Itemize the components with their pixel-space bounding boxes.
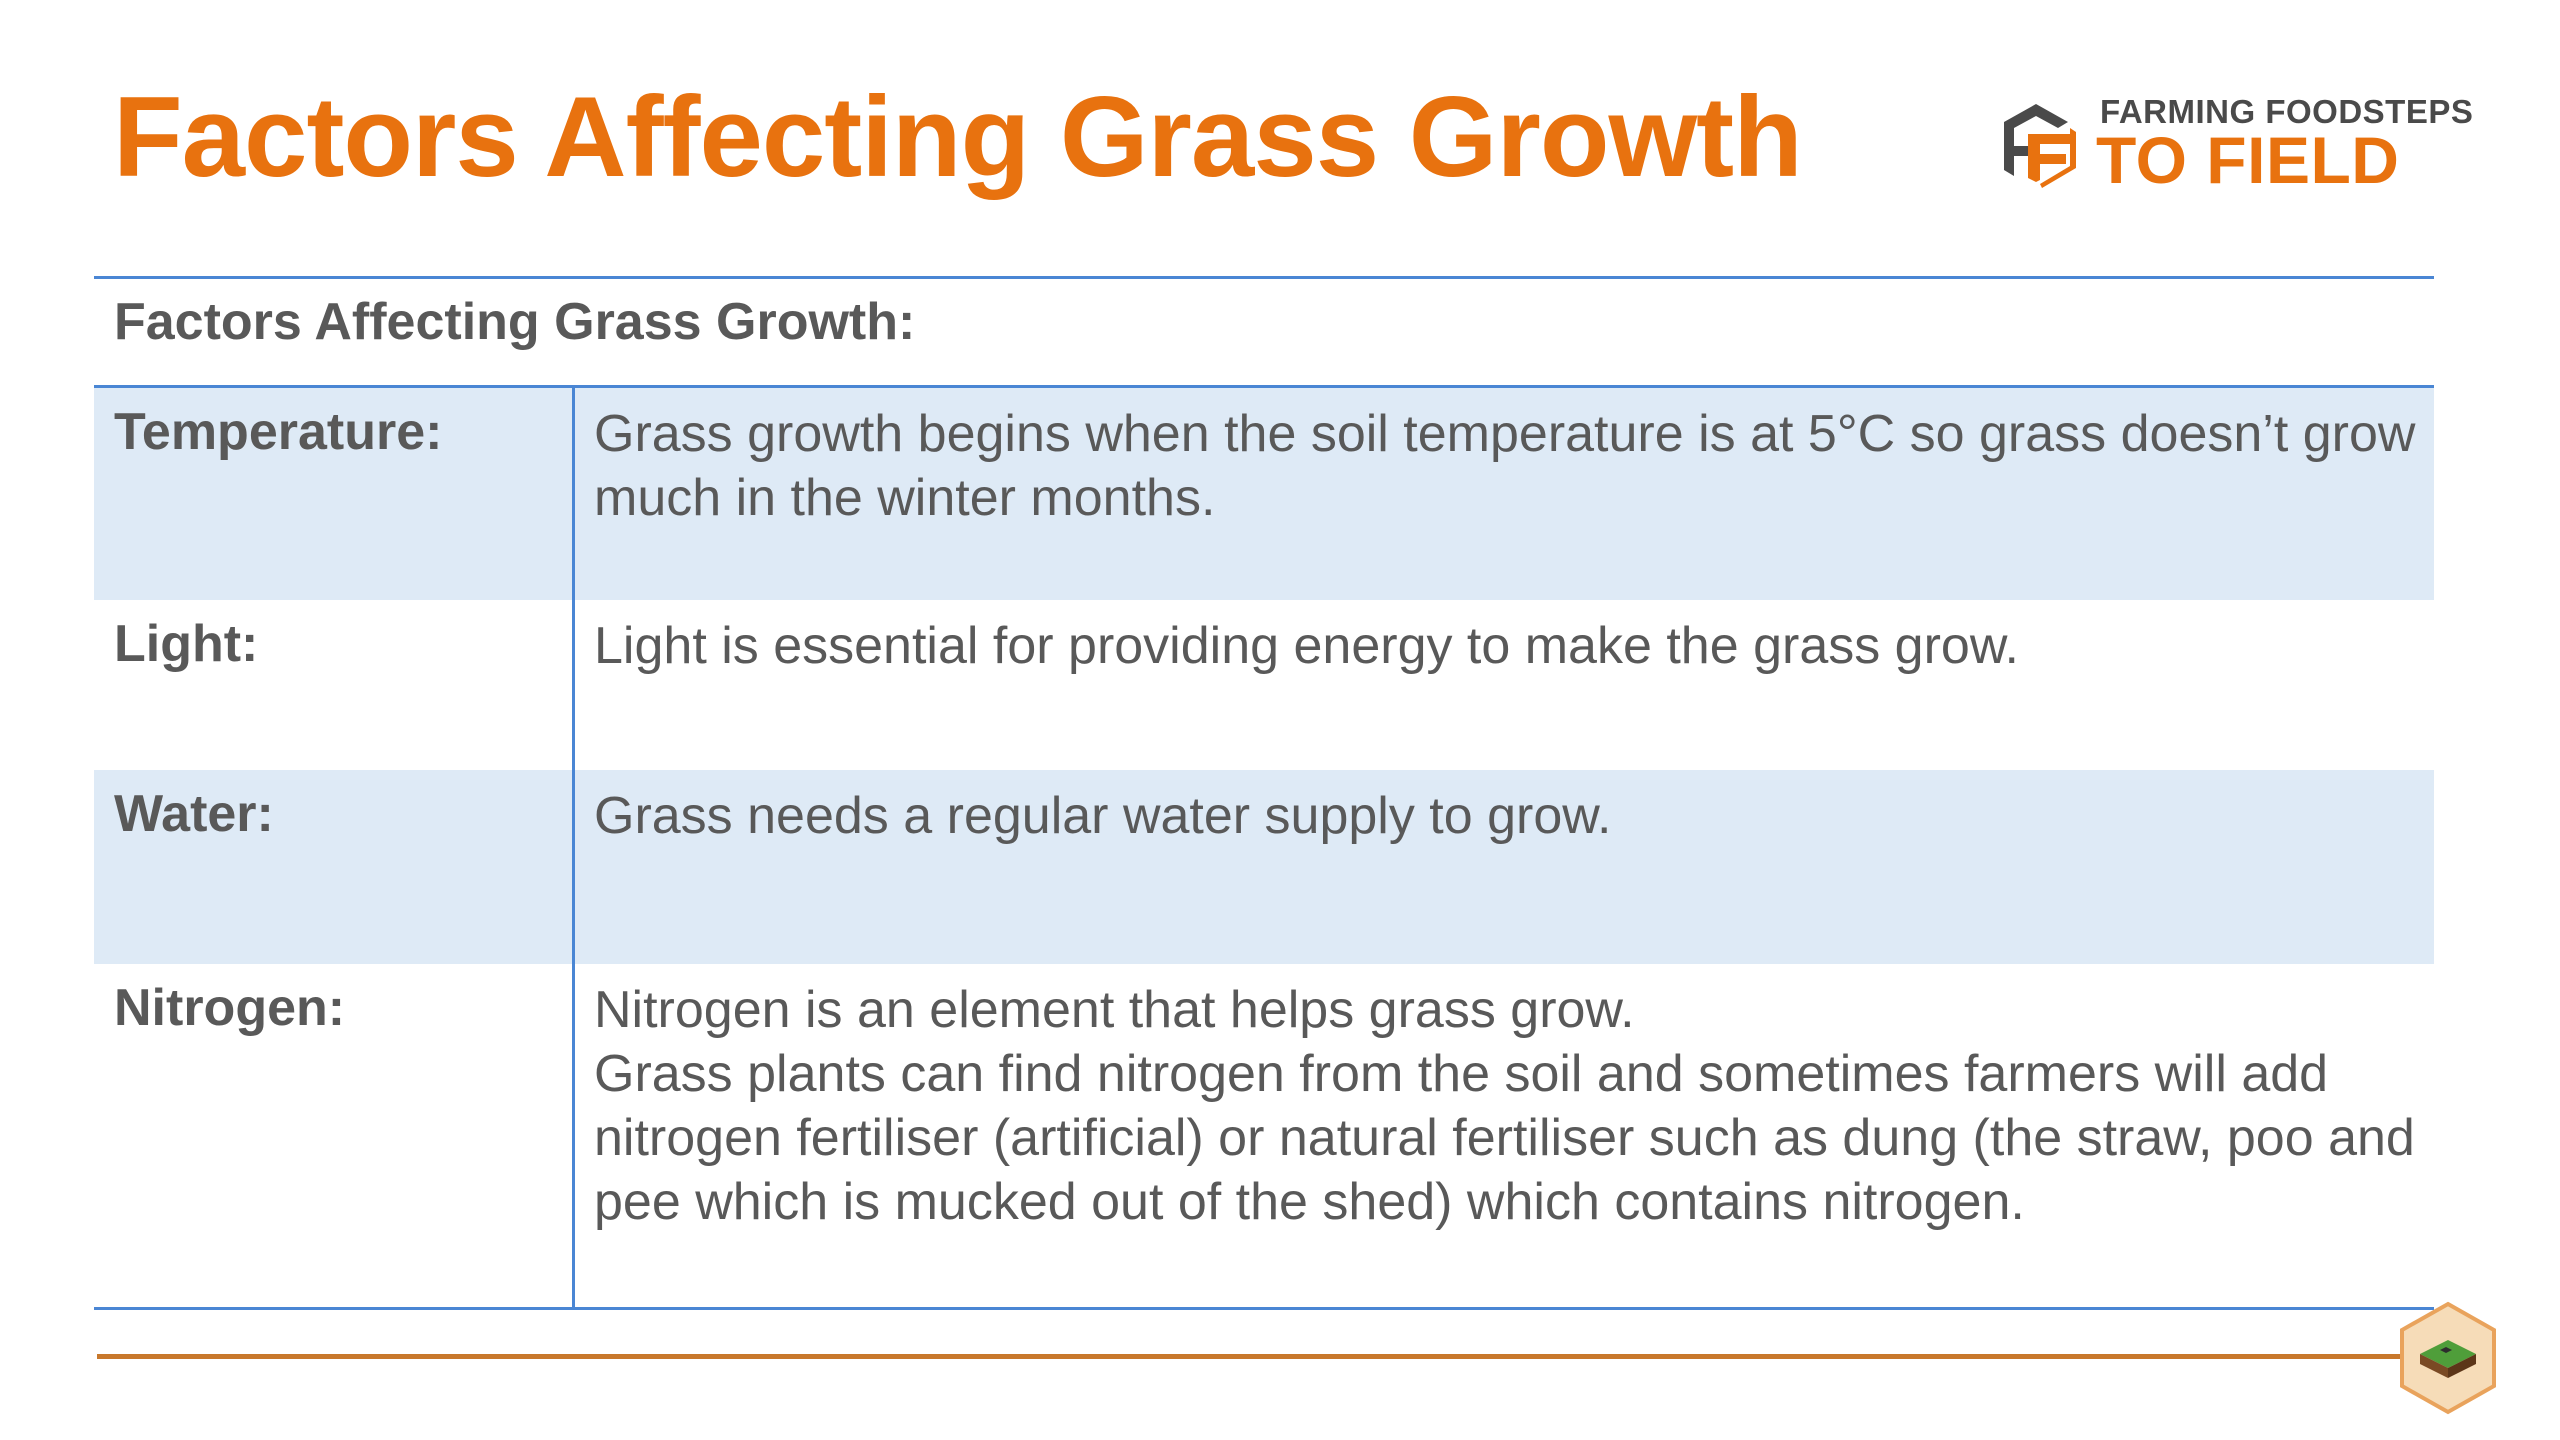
row-label-temperature: Temperature: (114, 403, 443, 461)
row-description-light: Light is essential for providing energy … (594, 614, 2424, 678)
table-header-rule (94, 385, 2434, 388)
description-text: Grass growth begins when the soil temper… (594, 405, 2416, 527)
table-row-light: Light: Light is essential for providing … (94, 600, 2434, 770)
row-description-water: Grass needs a regular water supply to gr… (594, 784, 2424, 848)
ff-logo-icon (2004, 104, 2076, 188)
row-description-temperature: Grass growth begins when the soil temper… (594, 402, 2424, 530)
column-divider (572, 386, 575, 1310)
field-hexagon-icon (2400, 1301, 2496, 1415)
table-bottom-rule (94, 1307, 2434, 1310)
table-row-temperature: Temperature: Grass growth begins when th… (94, 388, 2434, 600)
row-label-nitrogen: Nitrogen: (114, 979, 346, 1037)
table-row-nitrogen: Nitrogen: Nitrogen is an element that he… (94, 964, 2434, 1307)
description-text: Grass needs a regular water supply to gr… (594, 787, 1612, 845)
footer-line (97, 1354, 2427, 1359)
row-description-nitrogen: Nitrogen is an element that helps grass … (594, 978, 2424, 1234)
description-text: Nitrogen is an element that helps grass … (594, 981, 1635, 1039)
row-label-water: Water: (114, 785, 274, 843)
table-header: Factors Affecting Grass Growth: (114, 293, 916, 351)
logo-line2: TO FIELD (2096, 123, 2400, 197)
table-row-water: Water: Grass needs a regular water suppl… (94, 770, 2434, 964)
description-text: Light is essential for providing energy … (594, 617, 2019, 675)
row-label-light: Light: (114, 615, 259, 673)
description-text: Grass plants can find nitrogen from the … (594, 1045, 2415, 1231)
slide-title: Factors Affecting Grass Growth (113, 74, 1803, 201)
brand-logo: FARMING FOODSTEPS TO FIELD (1990, 88, 2473, 198)
logo-line1: FARMING FOODSTEPS (2100, 93, 2474, 130)
factors-table: Factors Affecting Grass Growth: Temperat… (94, 276, 2434, 1310)
table-top-rule (94, 276, 2434, 279)
